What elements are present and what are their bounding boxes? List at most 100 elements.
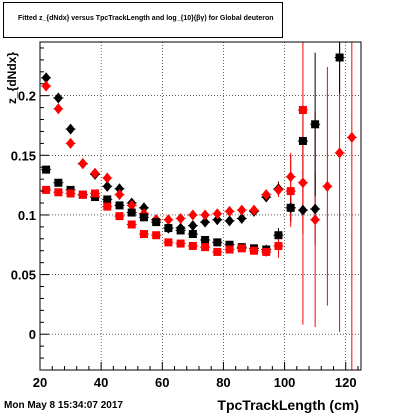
diamond-marker	[188, 220, 198, 232]
diamond-marker	[78, 158, 88, 170]
tick-labels: 20 40 60 80 100 120 0 0.05 0.1 0.15 0.2	[11, 89, 357, 390]
y-tick-label: 0.1	[18, 208, 36, 223]
diamond-marker	[102, 180, 112, 192]
square-marker	[103, 202, 112, 211]
y-tick-label: 0.05	[11, 268, 36, 283]
square-marker	[54, 178, 63, 187]
diamond-marker	[188, 209, 198, 221]
error-bars	[41, 42, 357, 370]
diamond-marker	[200, 209, 210, 221]
square-marker	[164, 238, 173, 247]
square-marker	[201, 243, 210, 252]
diamond-marker	[212, 208, 222, 220]
square-marker	[103, 195, 112, 204]
diamond-marker	[225, 215, 235, 227]
diamond-marker	[310, 203, 320, 215]
diamond-marker	[310, 214, 320, 226]
square-marker	[201, 235, 210, 244]
square-marker	[78, 190, 87, 199]
diamond-marker	[322, 180, 332, 192]
x-tick-label: 80	[216, 375, 230, 390]
square-marker	[286, 203, 295, 212]
timestamp-footer: Mon May 8 15:34:07 2017	[4, 400, 123, 411]
square-marker	[139, 213, 148, 222]
diamond-marker	[41, 72, 51, 84]
x-tick-label: 20	[33, 375, 47, 390]
x-tick-label: 100	[274, 375, 296, 390]
square-marker	[188, 230, 197, 239]
diamond-marker	[273, 184, 283, 196]
square-marker	[127, 220, 136, 229]
square-marker	[335, 53, 344, 62]
diamond-marker	[176, 213, 186, 225]
diamond-marker	[200, 216, 210, 228]
diamond-marker	[102, 172, 112, 184]
diamond-marker	[225, 205, 235, 217]
x-axis-label: TpcTrackLength (cm)	[217, 397, 359, 413]
square-marker	[152, 231, 161, 240]
square-marker	[91, 189, 100, 198]
diamond-marker	[163, 214, 173, 226]
diamond-marker	[114, 183, 124, 195]
diamond-marker	[261, 189, 271, 201]
square-marker	[225, 245, 234, 254]
square-marker	[298, 136, 307, 145]
axis-ticks	[39, 47, 359, 370]
square-marker	[139, 230, 148, 239]
diamond-marker	[298, 177, 308, 189]
y-tick-label: 0.2	[18, 89, 36, 104]
square-marker	[42, 185, 51, 194]
square-marker	[286, 187, 295, 196]
diamond-marker	[114, 189, 124, 201]
square-marker	[164, 224, 173, 233]
diamond-marker	[212, 214, 222, 226]
square-marker	[176, 239, 185, 248]
diamond-marker	[237, 213, 247, 225]
square-marker	[274, 231, 283, 240]
square-marker	[298, 105, 307, 114]
data-markers	[41, 53, 357, 256]
grid-lines	[39, 42, 361, 370]
x-tick-label: 60	[155, 375, 169, 390]
diamond-marker	[66, 123, 76, 135]
square-marker	[213, 238, 222, 247]
diamond-marker	[298, 204, 308, 216]
y-tick-label: 0.15	[11, 148, 36, 163]
diamond-marker	[237, 204, 247, 216]
diamond-marker	[335, 147, 345, 159]
x-tick-label: 40	[94, 375, 108, 390]
square-marker	[54, 188, 63, 197]
square-marker	[115, 201, 124, 210]
y-axis-label: z_{dNdx}	[5, 52, 19, 104]
diamond-marker	[53, 92, 63, 104]
diamond-marker	[347, 131, 357, 143]
square-marker	[213, 247, 222, 256]
plot-frame	[39, 41, 362, 371]
title-box: Fitted z_{dNdx} versus TpcTrackLength an…	[3, 2, 283, 38]
diamond-marker	[66, 137, 76, 149]
diamond-marker	[249, 204, 259, 216]
square-marker	[237, 244, 246, 253]
square-marker	[311, 120, 320, 129]
y-tick-label: 0	[29, 327, 36, 342]
chart-title: Fitted z_{dNdx} versus TpcTrackLength an…	[18, 15, 274, 22]
square-marker	[42, 165, 51, 174]
square-marker	[176, 226, 185, 235]
square-marker	[262, 247, 271, 256]
diamond-marker	[53, 103, 63, 115]
square-marker	[274, 241, 283, 250]
diamond-marker	[139, 202, 149, 214]
diamond-marker	[41, 80, 51, 92]
diamond-marker	[90, 167, 100, 179]
square-marker	[127, 208, 136, 217]
square-marker	[225, 240, 234, 249]
diamond-marker	[127, 199, 137, 211]
square-marker	[115, 212, 124, 221]
square-marker	[250, 246, 258, 255]
square-marker	[152, 218, 161, 227]
square-marker	[66, 189, 75, 198]
square-marker	[188, 241, 197, 250]
x-tick-label: 120	[335, 375, 357, 390]
diamond-marker	[286, 171, 296, 183]
